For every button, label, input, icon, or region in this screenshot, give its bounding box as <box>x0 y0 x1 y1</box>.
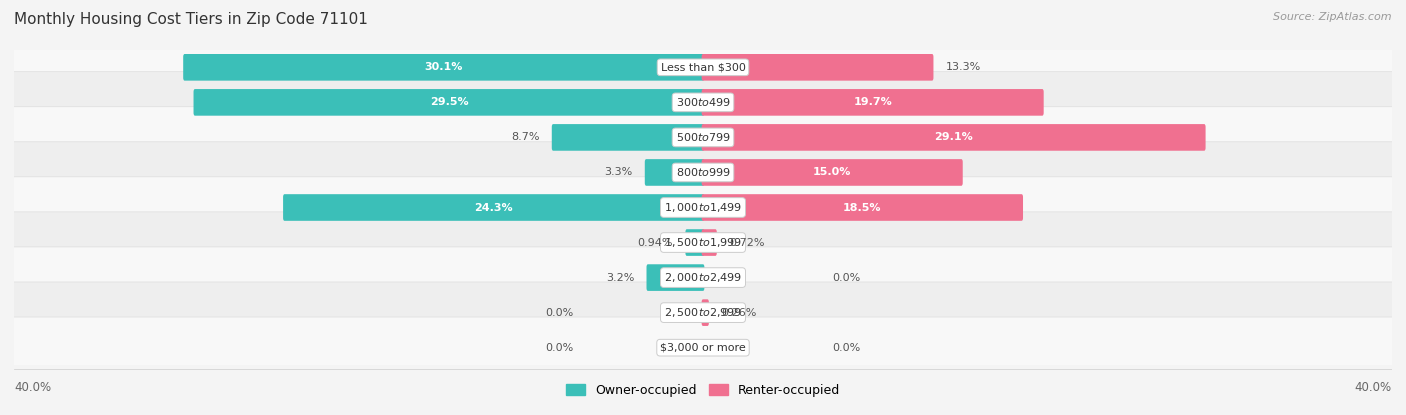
Text: 18.5%: 18.5% <box>844 203 882 212</box>
Legend: Owner-occupied, Renter-occupied: Owner-occupied, Renter-occupied <box>561 378 845 402</box>
FancyBboxPatch shape <box>702 124 1205 151</box>
Text: Source: ZipAtlas.com: Source: ZipAtlas.com <box>1274 12 1392 22</box>
FancyBboxPatch shape <box>7 317 1399 378</box>
Text: $500 to $799: $500 to $799 <box>675 132 731 144</box>
FancyBboxPatch shape <box>7 247 1399 308</box>
FancyBboxPatch shape <box>7 142 1399 203</box>
Text: $1,000 to $1,499: $1,000 to $1,499 <box>664 201 742 214</box>
Text: 0.72%: 0.72% <box>730 237 765 247</box>
Text: 40.0%: 40.0% <box>14 381 51 394</box>
Text: $300 to $499: $300 to $499 <box>675 96 731 108</box>
Text: 0.0%: 0.0% <box>546 343 574 353</box>
Text: 13.3%: 13.3% <box>946 62 981 72</box>
FancyBboxPatch shape <box>702 54 934 81</box>
FancyBboxPatch shape <box>702 89 1043 116</box>
Text: 15.0%: 15.0% <box>813 168 852 178</box>
FancyBboxPatch shape <box>702 229 717 256</box>
FancyBboxPatch shape <box>7 212 1399 273</box>
FancyBboxPatch shape <box>702 299 709 326</box>
Text: Monthly Housing Cost Tiers in Zip Code 71101: Monthly Housing Cost Tiers in Zip Code 7… <box>14 12 368 27</box>
Text: 29.1%: 29.1% <box>934 132 973 142</box>
Text: $1,500 to $1,999: $1,500 to $1,999 <box>664 236 742 249</box>
Text: 0.94%: 0.94% <box>637 237 673 247</box>
FancyBboxPatch shape <box>702 194 1024 221</box>
Text: 30.1%: 30.1% <box>425 62 463 72</box>
Text: 24.3%: 24.3% <box>474 203 513 212</box>
Text: 0.0%: 0.0% <box>546 308 574 317</box>
FancyBboxPatch shape <box>7 72 1399 133</box>
FancyBboxPatch shape <box>645 159 704 186</box>
Text: $2,500 to $2,999: $2,500 to $2,999 <box>664 306 742 319</box>
FancyBboxPatch shape <box>686 229 704 256</box>
FancyBboxPatch shape <box>7 37 1399 98</box>
Text: 8.7%: 8.7% <box>510 132 540 142</box>
Text: 19.7%: 19.7% <box>853 98 891 107</box>
Text: 3.3%: 3.3% <box>605 168 633 178</box>
FancyBboxPatch shape <box>7 282 1399 343</box>
Text: 3.2%: 3.2% <box>606 273 634 283</box>
Text: Less than $300: Less than $300 <box>661 62 745 72</box>
FancyBboxPatch shape <box>702 159 963 186</box>
Text: $3,000 or more: $3,000 or more <box>661 343 745 353</box>
Text: $800 to $999: $800 to $999 <box>675 166 731 178</box>
FancyBboxPatch shape <box>647 264 704 291</box>
Text: 0.0%: 0.0% <box>832 343 860 353</box>
Text: 0.26%: 0.26% <box>721 308 756 317</box>
FancyBboxPatch shape <box>183 54 704 81</box>
Text: 0.0%: 0.0% <box>832 273 860 283</box>
Text: $2,000 to $2,499: $2,000 to $2,499 <box>664 271 742 284</box>
FancyBboxPatch shape <box>551 124 704 151</box>
FancyBboxPatch shape <box>7 177 1399 238</box>
FancyBboxPatch shape <box>283 194 704 221</box>
FancyBboxPatch shape <box>194 89 704 116</box>
FancyBboxPatch shape <box>7 107 1399 168</box>
Text: 40.0%: 40.0% <box>1355 381 1392 394</box>
Text: 29.5%: 29.5% <box>430 98 468 107</box>
